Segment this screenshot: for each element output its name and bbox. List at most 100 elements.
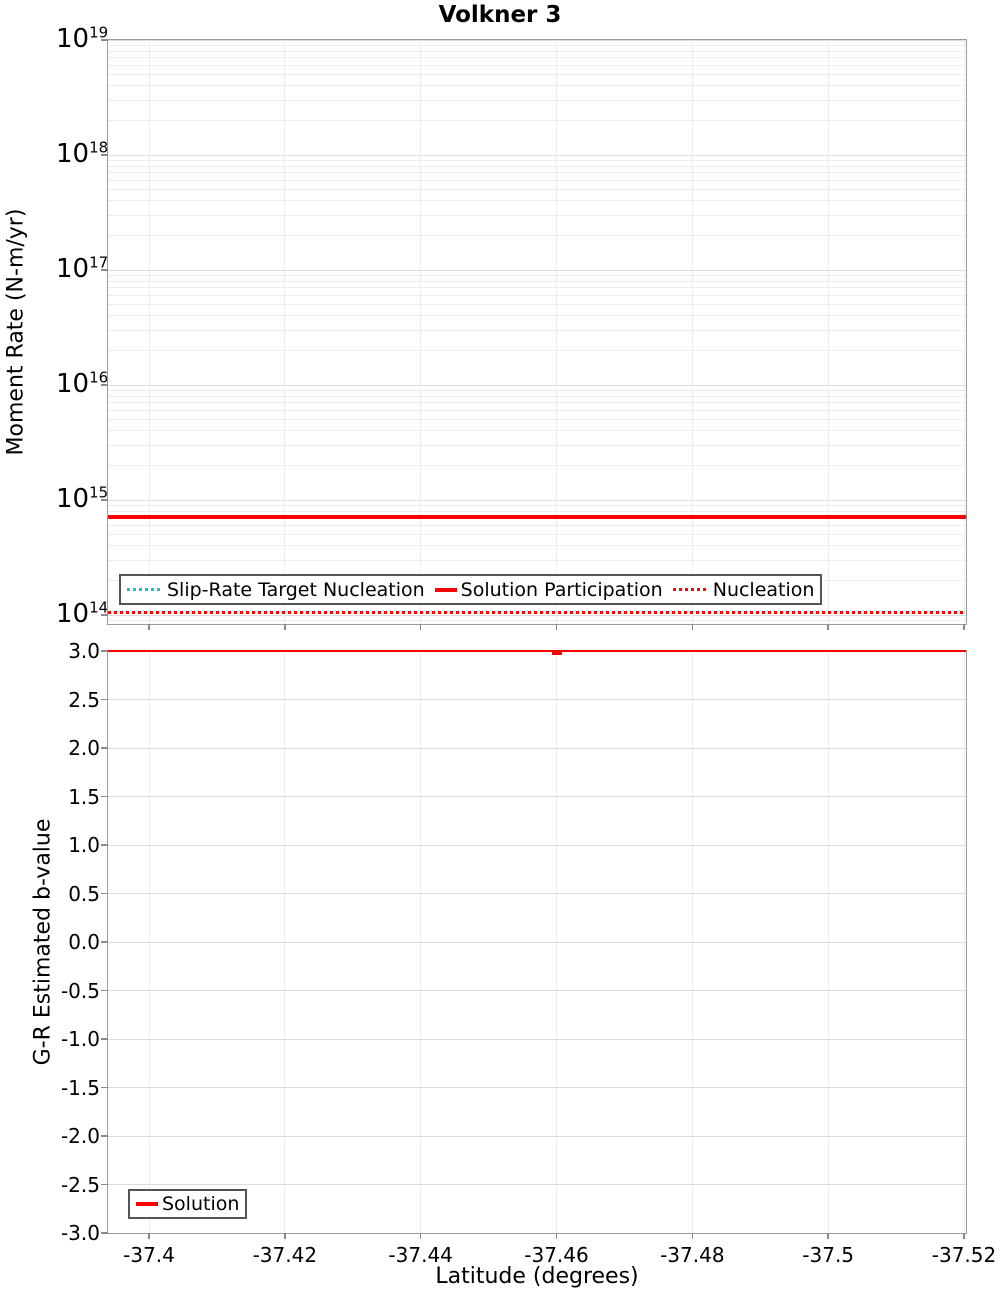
y-tick-label-b-value: -1.5: [60, 1075, 100, 1100]
legend-label: Nucleation: [712, 578, 815, 601]
y-tick-exponent: 18: [89, 138, 109, 157]
y-tickmark: [101, 154, 108, 156]
y-tick-exponent: 16: [89, 368, 109, 387]
gridline-minor: [108, 444, 966, 446]
latitude-axis-label: Latitude (degrees): [435, 1264, 639, 1289]
gridline-minor: [108, 85, 966, 87]
gridline-major: [108, 844, 966, 846]
gridline-minor: [108, 504, 966, 506]
gridline-minor: [108, 545, 966, 547]
y-tick-label-b-value: 3.0: [68, 639, 100, 663]
gridline-major: [108, 1087, 966, 1088]
gridline-minor: [108, 74, 966, 76]
gridline-minor: [108, 180, 966, 181]
moment-rate-legend: Slip-Rate Target Nucleation Solution Part…: [119, 574, 823, 605]
y-tick-label-b-value: 1.5: [68, 784, 100, 809]
y-tickmark: [101, 941, 108, 943]
legend-label: Solution Participation: [460, 578, 663, 601]
chart-title: Volkner 3: [438, 2, 562, 28]
gridline-minor: [108, 295, 966, 296]
gridline-major: [108, 893, 966, 894]
gridline-minor: [108, 559, 966, 561]
gridline-major: [108, 941, 966, 943]
gridline-minor: [108, 287, 966, 289]
x-tick-label: -37.44: [388, 1243, 453, 1267]
x-tickmark: [827, 1233, 829, 1239]
b-value-legend: Solution: [128, 1189, 248, 1219]
y-tickmark: [101, 747, 108, 749]
gridline-vertical: [963, 40, 965, 624]
y-tick-label-b-value: -3.0: [60, 1221, 100, 1245]
gridline-major: [108, 747, 966, 749]
x-tickmark: [963, 624, 965, 630]
gridline-major: [108, 384, 966, 386]
x-tickmark: [419, 624, 422, 630]
y-tick-label-moment-rate: 1019: [56, 23, 109, 54]
gridline-vertical: [420, 40, 422, 624]
gridline-minor: [108, 349, 966, 351]
gridline-minor: [108, 430, 966, 432]
y-tick-label-moment-rate: 1015: [56, 483, 109, 514]
gridline-major: [108, 269, 966, 271]
gridline-minor: [108, 419, 966, 421]
x-tick-label: -37.4: [123, 1243, 175, 1267]
x-tick-label: -37.46: [524, 1243, 589, 1267]
gridline-major: [108, 1135, 966, 1137]
x-tickmark: [691, 1233, 694, 1239]
y-tick-label-b-value: -1.0: [60, 1027, 100, 1051]
y-tickmark: [101, 650, 108, 652]
y-tickmark: [101, 1232, 108, 1234]
gridline-major: [108, 154, 966, 156]
gridline-major: [108, 990, 966, 991]
x-tick-label: -37.48: [660, 1243, 725, 1267]
gridline-minor: [108, 315, 966, 317]
y-tick-label-b-value: 2.5: [68, 687, 100, 712]
y-tickmark: [101, 698, 108, 701]
y-tickmark: [101, 844, 108, 846]
gridline-minor: [108, 395, 966, 397]
y-tick-label-b-value: 1.0: [68, 833, 100, 857]
series-nucleation: [108, 610, 966, 614]
gridline-major: [108, 1184, 966, 1185]
gridline-minor: [108, 44, 966, 46]
x-tickmark: [148, 624, 150, 630]
gridline-minor: [108, 619, 966, 621]
gridline-minor: [108, 389, 966, 391]
y-tick-label-b-value: -2.0: [60, 1124, 100, 1148]
dotted-line-swatch-icon: [127, 588, 163, 591]
x-tickmark: [284, 624, 286, 630]
gridline-minor: [108, 274, 966, 276]
y-tickmark: [101, 384, 108, 386]
x-tick-label: -37.5: [802, 1243, 855, 1267]
gridline-minor: [108, 510, 966, 512]
gridline-major: [108, 39, 966, 41]
legend-item: Solution Participation: [434, 578, 663, 601]
gridline-major: [108, 614, 966, 616]
y-tick-label-moment-rate: 1017: [56, 253, 109, 284]
y-tick-label-b-value: 2.0: [68, 736, 100, 760]
y-tick-label-b-value: -2.5: [60, 1172, 100, 1197]
b-value-plot-border: [107, 650, 967, 1234]
x-tick-label: -37.42: [252, 1243, 318, 1267]
y-tick-label-b-value: -0.5: [60, 978, 100, 1003]
gridline-minor: [108, 65, 966, 66]
gridline-minor: [108, 159, 966, 161]
gridline-vertical: [691, 40, 693, 624]
series-solution-b-value-dip: [551, 652, 562, 655]
gridline-minor: [108, 464, 966, 466]
y-tickmark: [101, 614, 108, 616]
y-tickmark: [101, 39, 108, 41]
series-solution-b-value: [108, 650, 966, 652]
gridline-minor: [108, 189, 966, 191]
y-tick-exponent: 19: [89, 23, 109, 42]
x-tickmark: [827, 624, 829, 630]
gridline-minor: [108, 534, 966, 536]
y-tick-exponent: 14: [89, 598, 109, 617]
y-tickmark: [101, 892, 108, 895]
y-tick-label-b-value: 0.0: [68, 930, 100, 954]
legend-item: Solution: [136, 1193, 239, 1215]
gridline-minor: [108, 214, 966, 216]
solid-line-swatch-icon: [434, 587, 457, 592]
